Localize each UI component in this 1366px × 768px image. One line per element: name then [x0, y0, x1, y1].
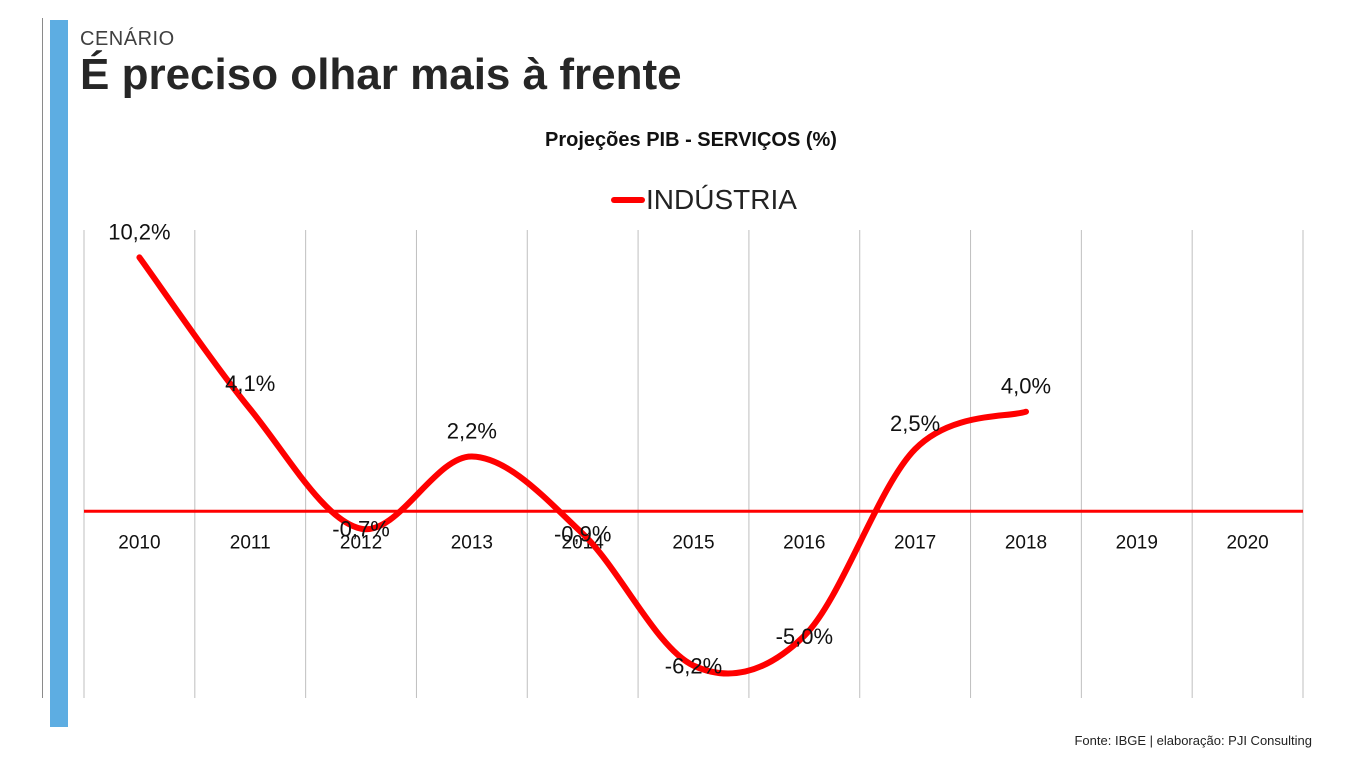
- data-label: -5,0%: [776, 624, 833, 649]
- x-tick-label: 2016: [783, 532, 825, 553]
- data-label: -6,2%: [665, 654, 722, 679]
- x-tick-label: 2020: [1226, 532, 1268, 553]
- x-tick-labels: 2010 2011 2012 2013 2014 2015 2016 2017 2018 2019…: [118, 532, 1268, 553]
- gridlines: [83, 230, 1304, 698]
- data-label: 10,2%: [108, 219, 170, 244]
- legend-label: INDÚSTRIA: [646, 184, 797, 215]
- x-tick-label: 2017: [894, 532, 936, 553]
- x-tick-label: 2012: [340, 532, 382, 553]
- data-labels: 10,2% 4,1% -0,7% 2,2% -0,9% -6,2% -5,0% 2,5% 4,0…: [108, 219, 1051, 678]
- data-label: 4,0%: [1001, 374, 1051, 399]
- chart-title: Projeções PIB - SERVIÇOS (%): [545, 129, 837, 151]
- x-tick-label: 2011: [230, 532, 271, 553]
- data-label: -0,9%: [554, 522, 611, 547]
- data-label: 4,1%: [225, 371, 275, 396]
- data-label: 2,2%: [447, 419, 497, 444]
- data-label: 2,5%: [890, 411, 940, 436]
- x-tick-label: 2019: [1116, 532, 1158, 553]
- x-tick-label: 2010: [118, 532, 160, 553]
- accent-bar: [50, 20, 68, 727]
- page-title: É preciso olhar mais à frente: [80, 50, 682, 99]
- section-label: CENÁRIO: [80, 28, 175, 50]
- left-rule: [42, 18, 43, 698]
- series-group: [136, 254, 1029, 677]
- x-tick-label: 2013: [451, 532, 493, 553]
- series-line-industria: [136, 254, 1029, 677]
- x-tick-label: 2015: [672, 532, 714, 553]
- legend: INDÚSTRIA: [611, 184, 797, 215]
- source-footer: Fonte: IBGE | elaboração: PJI Consulting: [1074, 733, 1312, 748]
- x-tick-label: 2018: [1005, 532, 1047, 553]
- data-label: -0,7%: [332, 517, 389, 542]
